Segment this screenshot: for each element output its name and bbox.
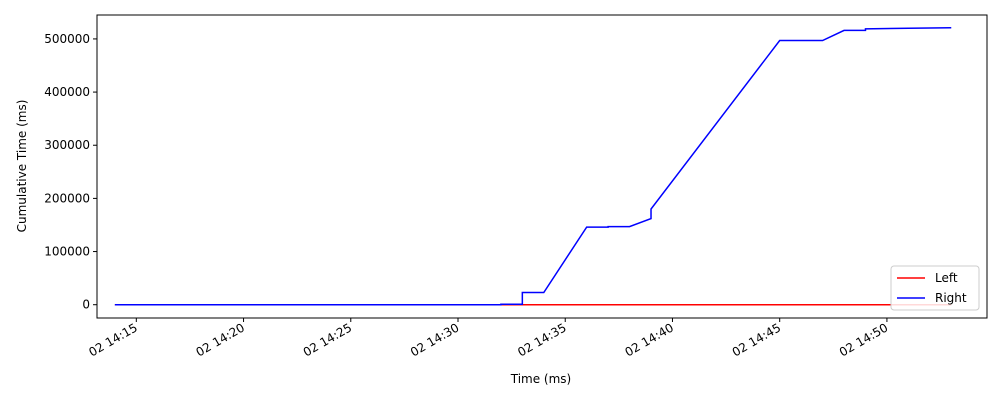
y-tick-label: 200000 <box>44 191 90 205</box>
y-axis-label: Cumulative Time (ms) <box>15 100 29 233</box>
legend-label-right: Right <box>935 291 967 305</box>
legend-box <box>890 265 980 311</box>
y-tick-label: 0 <box>82 298 90 312</box>
y-tick-label: 300000 <box>44 138 90 152</box>
legend-label-left: Left <box>935 271 958 285</box>
y-tick-label: 100000 <box>44 245 90 259</box>
y-axis: 0 100000 200000 300000 400000 500000 <box>44 32 97 312</box>
y-tick-label: 400000 <box>44 85 90 99</box>
y-tick-label: 500000 <box>44 32 90 46</box>
plot-lines <box>114 27 952 306</box>
legend: Left Right <box>890 265 980 311</box>
x-axis-label: Time (ms) <box>510 372 572 386</box>
series-line-right <box>114 27 952 306</box>
plot-frame <box>96 14 988 319</box>
